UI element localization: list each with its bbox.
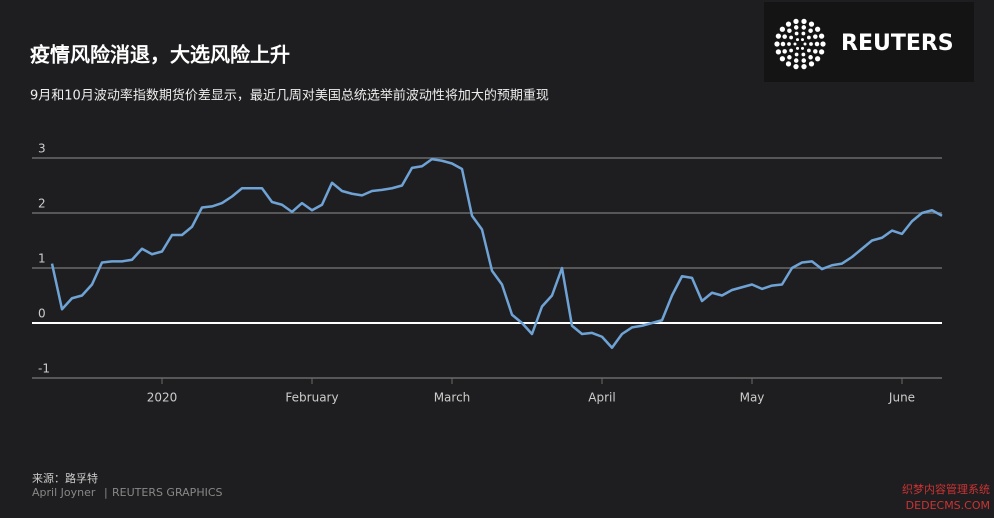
logo-dot (814, 41, 820, 47)
y-tick-label: 3 (38, 142, 46, 156)
logo-dot (789, 35, 793, 40)
logo-box (764, 2, 974, 82)
line (50, 157, 943, 349)
logo-dot (785, 61, 792, 67)
logo-dot (801, 25, 807, 30)
logo-dot (780, 41, 786, 47)
logo-dot (793, 58, 799, 63)
chart-title: 疫情风险消退，大选风险上升 (30, 43, 290, 67)
logo-dot (779, 56, 786, 62)
logo-dot (795, 38, 800, 42)
credit-divider: | (104, 486, 108, 499)
y-tick-label: 0 (38, 307, 46, 321)
x-tick-label: May (740, 391, 765, 405)
logo-dot (801, 18, 807, 24)
logo-dot (793, 64, 799, 70)
y-tick-label: 1 (38, 252, 46, 266)
credit: April Joyner (32, 486, 96, 499)
logo-dot (793, 42, 797, 46)
logo-dot (787, 55, 792, 60)
logo-dot (793, 18, 799, 24)
logo-dot (775, 33, 782, 39)
logo-dot (794, 52, 799, 57)
chart-subtitle: 9月和10月波动率指数期货价差显示，最近几周对美国总统选举前波动性将加大的预期重… (30, 88, 549, 104)
y-tick-label: 2 (38, 197, 46, 211)
logo-dot (818, 49, 825, 55)
x-tick-label: February (285, 391, 338, 405)
logo-dot (820, 41, 826, 47)
logo-dot (789, 48, 793, 53)
logo-dot (795, 46, 800, 50)
y-tick-label: -1 (38, 362, 50, 376)
logo-dot (813, 49, 818, 54)
logo-dot (807, 48, 811, 53)
logo-dot (801, 31, 806, 36)
logo-dot (801, 64, 807, 70)
logo-dot (807, 35, 811, 40)
logo-dot (808, 61, 815, 67)
logo-dot (787, 28, 792, 33)
x-tick-label: March (434, 391, 471, 405)
logo-dot (794, 31, 799, 36)
logo-dot (800, 46, 805, 50)
logo-dot (801, 58, 807, 63)
logo-dot (818, 33, 825, 39)
logo-dot (814, 26, 821, 32)
logo-dot (808, 55, 813, 60)
logo-dot (787, 42, 791, 46)
logo-dot (803, 42, 807, 46)
watermark: 织梦内容管理系统 (902, 482, 990, 496)
logo-dot (774, 41, 780, 47)
logo-dot (808, 21, 815, 27)
logo-dot (793, 25, 799, 30)
logo-dot (775, 49, 782, 55)
logo-dot (813, 34, 818, 39)
x-tick-label: April (588, 391, 615, 405)
x-tick-label: 2020 (147, 391, 178, 405)
logo-text: REUTERS (841, 31, 954, 56)
logo-dot (785, 21, 792, 27)
logo-dot (801, 52, 806, 57)
credit: REUTERS GRAPHICS (112, 486, 223, 499)
x-tick-label: June (888, 391, 915, 405)
logo-dot (808, 28, 813, 33)
logo-dot (779, 26, 786, 32)
logo-dot (800, 38, 805, 42)
logo-dot (782, 49, 787, 54)
logo-dot (809, 42, 813, 46)
source: 来源：路孚特 (32, 471, 98, 485)
logo-dot (782, 34, 787, 39)
watermark: DEDECMS.COM (906, 499, 990, 512)
logo-dot (814, 56, 821, 62)
